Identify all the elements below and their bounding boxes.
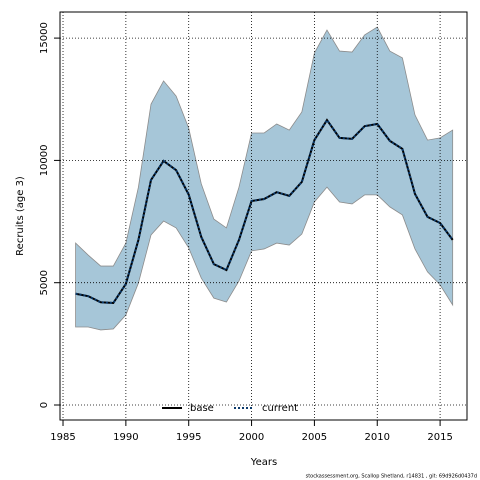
legend-label: base xyxy=(190,403,214,414)
y-tick-label: 10000 xyxy=(39,144,50,176)
y-tick-label: 15000 xyxy=(39,22,50,54)
confidence-band xyxy=(75,26,454,331)
x-tick-label: 2005 xyxy=(302,432,327,443)
plot-frame xyxy=(59,11,468,421)
x-tick-label: 2010 xyxy=(365,432,390,443)
x-tick-label: 2015 xyxy=(427,432,452,443)
y-tick-label: 5000 xyxy=(39,270,50,295)
y-axis-label: Recruits (age 3) xyxy=(15,176,26,256)
y-tick-label: 0 xyxy=(39,402,50,408)
x-tick-label: 2000 xyxy=(239,432,264,443)
footer: stockassessment.org, Scallop Shetland, r… xyxy=(306,474,477,480)
series-line xyxy=(75,118,454,305)
x-axis-label: Years xyxy=(250,457,277,468)
x-tick-label: 1990 xyxy=(113,432,138,443)
x-tick-label: 1985 xyxy=(50,432,75,443)
x-tick-label: 1995 xyxy=(176,432,201,443)
legend-label: current xyxy=(262,403,298,414)
